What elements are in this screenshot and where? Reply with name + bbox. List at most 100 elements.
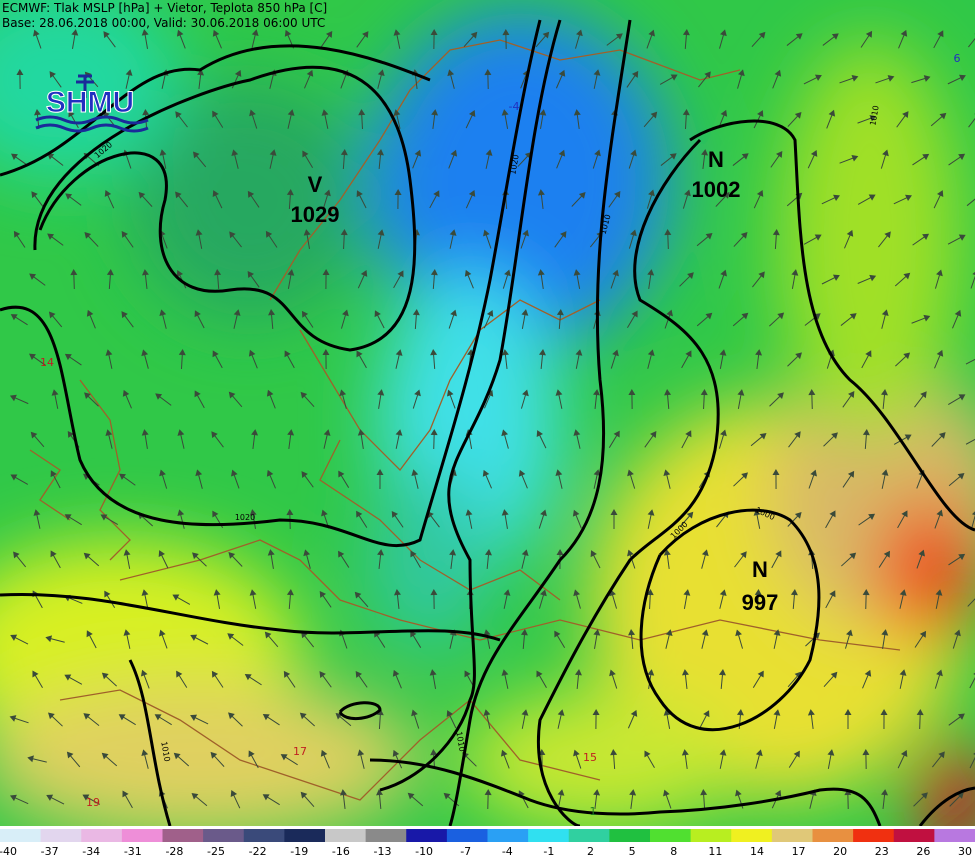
wind-arrow	[16, 69, 24, 90]
wind-arrow	[787, 111, 802, 127]
wind-arrow	[194, 310, 205, 329]
wind-arrow	[84, 232, 99, 247]
wind-arrow	[608, 430, 620, 448]
arrow-shaft	[894, 275, 907, 287]
arrow-head	[922, 233, 930, 241]
center-letter: V	[308, 172, 323, 197]
arrow-shaft	[288, 193, 291, 210]
arrow-head	[46, 794, 54, 801]
arrow-head	[101, 672, 109, 680]
arrow-head	[358, 109, 366, 116]
arrow-head	[175, 111, 182, 119]
arrow-head	[576, 29, 583, 37]
arrow-shaft	[665, 794, 672, 809]
arrow-head	[880, 709, 888, 716]
arrow-head	[814, 234, 822, 241]
arrow-shaft	[320, 34, 330, 48]
colorbar-swatch	[243, 829, 285, 842]
wind-arrow	[880, 709, 888, 730]
arrow-shaft	[858, 516, 872, 526]
wind-arrow	[322, 269, 330, 290]
wind-arrow	[947, 234, 966, 245]
arrow-head	[540, 589, 547, 597]
arrow-shaft	[248, 676, 262, 686]
wind-arrow	[83, 552, 100, 567]
arrow-head	[321, 509, 328, 517]
arrow-head	[191, 792, 199, 800]
arrow-shaft	[323, 434, 328, 449]
colorbar-tick-label: 20	[833, 845, 847, 857]
arrow-head	[501, 509, 509, 516]
arrow-shaft	[287, 114, 292, 129]
arrow-head	[394, 189, 402, 196]
arrow-shaft	[665, 634, 670, 649]
colorbar-tick-label: -16	[332, 845, 350, 857]
arrow-shaft	[504, 353, 508, 369]
arrow-head	[719, 349, 727, 356]
wind-arrow	[791, 269, 799, 289]
wind-arrow	[772, 469, 780, 490]
wind-arrow	[176, 670, 188, 688]
arrow-shaft	[356, 34, 366, 48]
arrow-head	[125, 69, 133, 76]
arrow-shaft	[468, 514, 473, 529]
wind-arrow	[862, 749, 870, 770]
arrow-shaft	[50, 155, 64, 166]
arrow-head	[392, 749, 400, 757]
arrow-shaft	[839, 157, 854, 164]
wind-arrow	[141, 589, 149, 609]
arrow-head	[103, 31, 110, 39]
arrow-head	[395, 429, 403, 436]
arrow-shaft	[684, 113, 687, 130]
arrow-head	[808, 389, 816, 396]
arrow-shaft	[947, 76, 962, 85]
wind-arrow	[159, 629, 168, 649]
arrow-head	[883, 550, 890, 558]
wind-arrow	[357, 269, 368, 289]
arrow-head	[899, 589, 907, 596]
arrow-head	[244, 674, 252, 681]
wind-arrow	[609, 669, 618, 689]
arrow-head	[193, 151, 200, 159]
arrow-head	[234, 70, 242, 77]
arrow-head	[936, 269, 943, 277]
arrow-head	[757, 670, 764, 678]
wind-arrow	[141, 429, 149, 449]
wind-arrow	[898, 29, 908, 49]
arrow-shaft	[696, 235, 709, 247]
arrow-shaft	[396, 114, 401, 129]
wind-arrow	[733, 231, 748, 247]
arrow-head	[904, 434, 912, 441]
wind-arrow	[538, 349, 546, 370]
wind-arrow	[683, 589, 691, 609]
wind-arrow	[912, 233, 930, 246]
arrow-shaft	[161, 234, 168, 249]
wind-arrow	[212, 350, 223, 369]
wind-arrow	[573, 749, 582, 769]
wind-arrow	[934, 269, 943, 289]
wind-arrow	[159, 149, 167, 169]
arrow-shaft	[304, 314, 314, 328]
arrow-shaft	[34, 594, 43, 609]
arrow-head	[630, 149, 637, 157]
arrow-head	[720, 29, 727, 37]
arrow-shaft	[195, 795, 208, 807]
colorbar-tick-label: -22	[249, 845, 267, 857]
arrow-shaft	[35, 34, 42, 49]
wind-arrow	[769, 392, 784, 407]
arrow-shaft	[357, 274, 365, 289]
arrow-head	[862, 429, 870, 436]
wind-arrow	[803, 234, 822, 245]
arrow-shaft	[395, 674, 402, 689]
arrow-head	[231, 149, 239, 157]
arrow-shaft	[231, 715, 243, 727]
header: ECMWF: Tlak MSLP [hPa] + Vietor, Teplota…	[2, 1, 327, 30]
wind-arrow	[593, 69, 601, 89]
arrow-shaft	[286, 674, 296, 688]
arrow-head	[648, 29, 655, 37]
wind-arrow	[320, 749, 330, 769]
arrow-head	[647, 269, 655, 276]
arrow-head	[319, 590, 327, 598]
arrow-head	[501, 669, 509, 676]
wind-arrow	[50, 470, 61, 489]
